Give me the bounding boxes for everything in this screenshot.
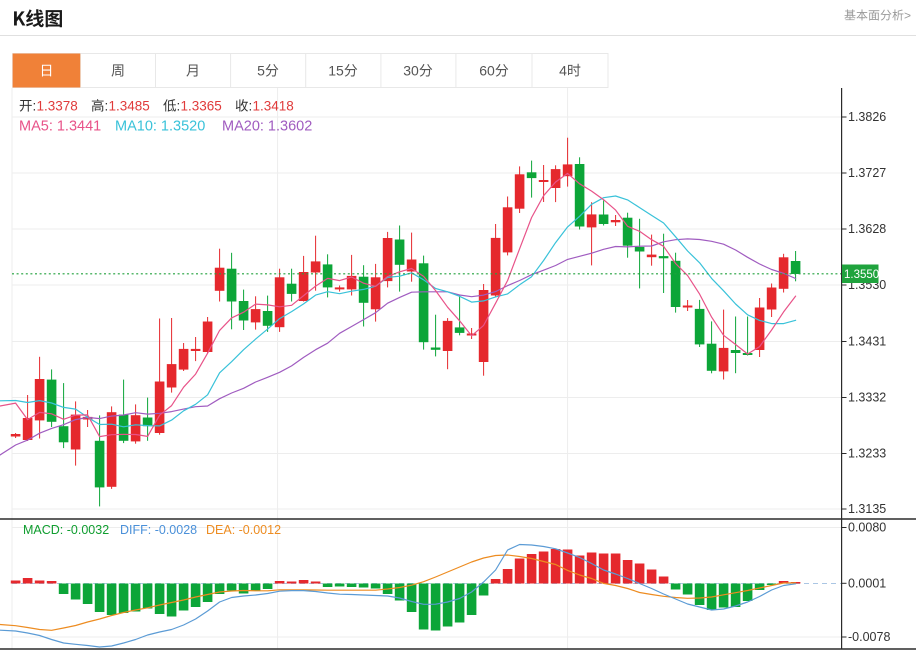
svg-text:MA10: 1.3520: MA10: 1.3520 bbox=[115, 119, 205, 135]
svg-text:MACD: -0.0032: MACD: -0.0032 bbox=[23, 523, 109, 537]
svg-text:1.3485: 1.3485 bbox=[109, 99, 150, 114]
svg-text:>: > bbox=[904, 9, 911, 23]
svg-text:5: 5 bbox=[257, 63, 265, 79]
svg-text:0.0080: 0.0080 bbox=[848, 521, 886, 535]
svg-text:MA5: 1.3441: MA5: 1.3441 bbox=[19, 119, 101, 135]
svg-text:-0.0078: -0.0078 bbox=[848, 630, 890, 644]
svg-text::: : bbox=[105, 99, 109, 114]
svg-text:MA20: 1.3602: MA20: 1.3602 bbox=[222, 119, 312, 135]
svg-text:1.3233: 1.3233 bbox=[848, 447, 886, 461]
svg-text::: : bbox=[249, 99, 253, 114]
svg-text:4: 4 bbox=[559, 63, 567, 79]
svg-text:DEA: -0.0012: DEA: -0.0012 bbox=[206, 523, 281, 537]
svg-text:1.3550: 1.3550 bbox=[844, 269, 879, 281]
svg-text:1.3628: 1.3628 bbox=[848, 222, 886, 236]
svg-text:1.3332: 1.3332 bbox=[848, 391, 886, 405]
svg-text:DIFF: -0.0028: DIFF: -0.0028 bbox=[120, 523, 197, 537]
svg-text:1.3727: 1.3727 bbox=[848, 166, 886, 180]
svg-text::: : bbox=[33, 99, 37, 114]
svg-text:30: 30 bbox=[403, 63, 419, 79]
svg-text:1.3365: 1.3365 bbox=[181, 99, 222, 114]
svg-text:60: 60 bbox=[479, 63, 495, 79]
svg-text:1.3378: 1.3378 bbox=[37, 99, 78, 114]
svg-text:1.3826: 1.3826 bbox=[848, 110, 886, 124]
svg-text:0.0001: 0.0001 bbox=[848, 577, 886, 591]
svg-text:1.3418: 1.3418 bbox=[253, 99, 294, 114]
svg-text:1.3135: 1.3135 bbox=[848, 502, 886, 516]
svg-text:1.3431: 1.3431 bbox=[848, 335, 886, 349]
svg-text::: : bbox=[177, 99, 181, 114]
svg-text:15: 15 bbox=[328, 63, 344, 79]
